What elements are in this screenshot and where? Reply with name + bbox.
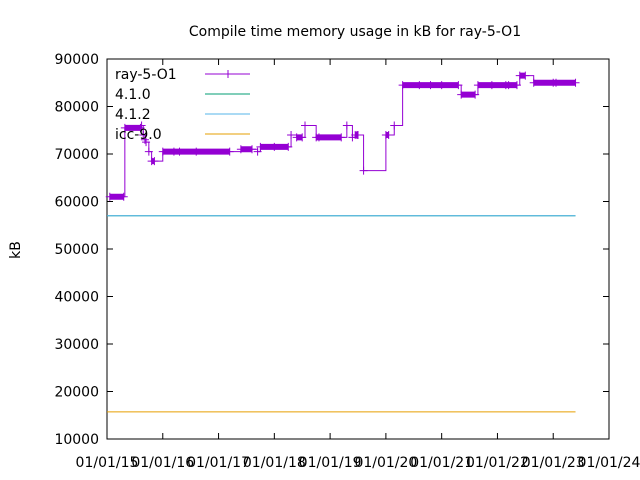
y-tick-label: 10000 bbox=[54, 432, 99, 448]
y-tick-label: 20000 bbox=[54, 385, 99, 401]
x-axis: 01/01/1501/01/1601/01/1701/01/1801/01/19… bbox=[76, 59, 640, 471]
dense-marker-band bbox=[173, 148, 180, 155]
x-tick-label: 01/01/16 bbox=[131, 455, 194, 471]
dense-marker-band bbox=[402, 82, 420, 89]
dense-marker-band bbox=[533, 79, 554, 86]
legend: ray-5-O1 4.1.0 4.1.2 icc-9.0 bbox=[115, 67, 250, 143]
dense-marker-band bbox=[355, 132, 357, 138]
y-tick-label: 50000 bbox=[54, 242, 99, 258]
legend-marker bbox=[224, 70, 232, 78]
dense-marker-band bbox=[356, 132, 358, 138]
dense-marker-band bbox=[109, 193, 124, 200]
x-tick-label: 01/01/20 bbox=[354, 455, 417, 471]
data-point-marker bbox=[359, 166, 368, 175]
series-group bbox=[105, 71, 580, 413]
x-tick-label: 01/01/17 bbox=[187, 455, 250, 471]
dense-marker-band bbox=[505, 82, 509, 89]
dense-marker-band bbox=[553, 79, 557, 86]
dense-marker-band bbox=[477, 82, 492, 89]
plot-frame bbox=[106, 58, 610, 440]
data-point-marker bbox=[144, 147, 153, 156]
dense-marker-band bbox=[519, 72, 526, 79]
dense-marker-band bbox=[274, 143, 289, 150]
y-tick-label: 40000 bbox=[54, 290, 99, 306]
y-axis-label: kB bbox=[8, 241, 24, 259]
legend-label: ray-5-O1 bbox=[115, 67, 177, 83]
y-axis: 10000 20000 30000 40000 50000 60000 70000 80000… bbox=[54, 52, 609, 448]
x-tick-label: 01/01/24 bbox=[578, 455, 640, 471]
series-line-1 bbox=[109, 75, 576, 198]
dense-marker-band bbox=[556, 79, 576, 86]
dense-marker-band bbox=[441, 82, 459, 89]
dense-marker-band bbox=[461, 91, 476, 98]
legend-label: icc-9.0 bbox=[115, 127, 162, 143]
dense-marker-band bbox=[240, 146, 253, 153]
y-tick-label: 80000 bbox=[54, 100, 99, 116]
data-point-marker bbox=[253, 147, 262, 156]
chart-title: Compile time memory usage in kB for ray-… bbox=[189, 24, 521, 40]
y-tick-label: 60000 bbox=[54, 195, 99, 211]
dense-marker-band bbox=[179, 148, 197, 155]
dense-marker-band bbox=[419, 82, 431, 89]
dense-marker-band bbox=[491, 82, 506, 89]
dense-marker-band bbox=[318, 134, 342, 141]
legend-label: 4.1.0 bbox=[115, 87, 151, 103]
x-tick-label: 01/01/19 bbox=[299, 455, 362, 471]
y-tick-label: 30000 bbox=[54, 337, 99, 353]
dense-marker-band bbox=[162, 148, 174, 155]
dense-marker-band bbox=[260, 143, 275, 150]
data-point-marker bbox=[390, 121, 399, 130]
dense-marker-band bbox=[385, 132, 389, 138]
data-point-marker bbox=[287, 131, 296, 139]
data-point-marker bbox=[301, 121, 310, 130]
dense-marker-band bbox=[508, 82, 517, 89]
x-tick-label: 01/01/23 bbox=[522, 455, 585, 471]
x-tick-label: 01/01/15 bbox=[76, 455, 139, 471]
x-tick-label: 01/01/22 bbox=[466, 455, 529, 471]
dense-marker-band bbox=[124, 124, 141, 131]
y-tick-label: 90000 bbox=[54, 52, 99, 68]
data-point-marker bbox=[342, 121, 351, 130]
x-tick-label: 01/01/18 bbox=[243, 455, 306, 471]
data-point-marker bbox=[139, 131, 148, 139]
y-tick-label: 70000 bbox=[54, 147, 99, 163]
data-point-marker bbox=[142, 138, 151, 147]
legend-label: 4.1.2 bbox=[115, 107, 151, 123]
dense-marker-band bbox=[151, 158, 155, 165]
dense-marker-band bbox=[316, 134, 319, 141]
dense-marker-band bbox=[196, 148, 230, 155]
dense-marker-band bbox=[430, 82, 442, 89]
x-tick-label: 01/01/21 bbox=[410, 455, 473, 471]
dense-marker-band bbox=[296, 134, 303, 141]
